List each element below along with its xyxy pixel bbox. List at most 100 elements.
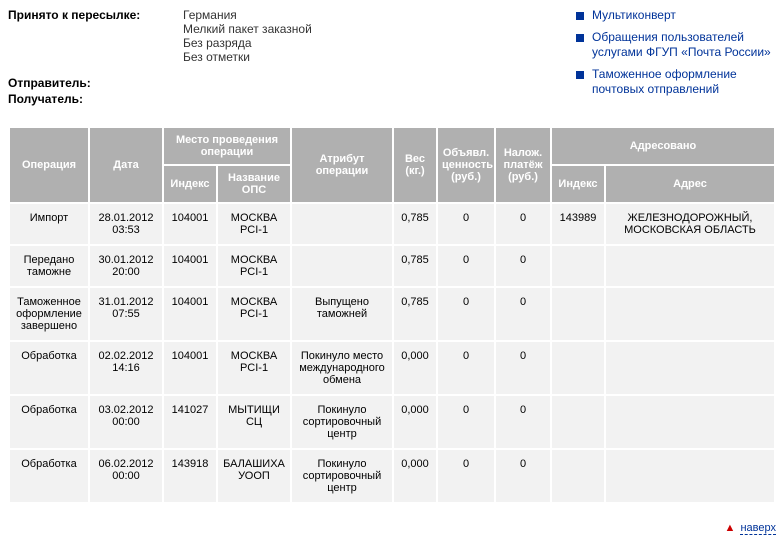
th-operation: Операция [10, 128, 88, 202]
side-link-item: Обращения пользователей услугами ФГУП «П… [576, 30, 776, 61]
side-link-item: Мультиконверт [576, 8, 776, 24]
table-header: Операция Дата Место проведения операции … [10, 128, 774, 202]
cell-cod: 0 [496, 204, 550, 244]
cell-addr: ЖЕЛЕЗНОДОРОЖНЫЙ, МОСКОВСКАЯ ОБЛАСТЬ [606, 204, 774, 244]
bullet-icon [576, 12, 584, 20]
cell-op: Обработка [10, 396, 88, 448]
accepted-value: Мелкий пакет заказной [183, 22, 312, 36]
th-index: Индекс [164, 166, 216, 202]
cell-cod: 0 [496, 396, 550, 448]
cell-weight: 0,000 [394, 450, 436, 502]
cell-ops: МОСКВА PCI-1 [218, 204, 290, 244]
cell-op: Обработка [10, 450, 88, 502]
cell-aidx [552, 396, 604, 448]
cell-idx: 141027 [164, 396, 216, 448]
cell-declared: 0 [438, 204, 494, 244]
side-link[interactable]: Мультиконверт [592, 8, 676, 24]
cell-idx: 104001 [164, 288, 216, 340]
cell-weight: 0,785 [394, 288, 436, 340]
cell-attr [292, 246, 392, 286]
table-row: Обработка03.02.2012 00:00141027МЫТИЩИ СЦ… [10, 396, 774, 448]
cell-op: Обработка [10, 342, 88, 394]
th-declared: Объявл. ценность (руб.) [438, 128, 494, 202]
shipment-info: Принято к пересылке: Германия Мелкий пак… [8, 8, 576, 120]
cell-declared: 0 [438, 288, 494, 340]
cell-idx: 104001 [164, 204, 216, 244]
cell-ops: МОСКВА PCI-1 [218, 246, 290, 286]
cell-idx: 143918 [164, 450, 216, 502]
cell-attr: Покинуло место международного обмена [292, 342, 392, 394]
cell-date: 28.01.2012 03:53 [90, 204, 162, 244]
accepted-value: Германия [183, 8, 312, 22]
up-arrow-icon: ▲ [725, 522, 736, 534]
cell-aidx [552, 342, 604, 394]
cell-aidx [552, 246, 604, 286]
th-addr-index: Индекс [552, 166, 604, 202]
sender-label: Отправитель: [8, 76, 576, 90]
side-link[interactable]: Таможенное оформление почтовых отправлен… [592, 67, 776, 98]
cell-attr: Покинуло сортировочный центр [292, 396, 392, 448]
side-link-item: Таможенное оформление почтовых отправлен… [576, 67, 776, 98]
table-row: Передано таможне30.01.2012 20:00104001МО… [10, 246, 774, 286]
cell-date: 02.02.2012 14:16 [90, 342, 162, 394]
th-attribute: Атрибут операции [292, 128, 392, 202]
cell-declared: 0 [438, 342, 494, 394]
table-row: Обработка06.02.2012 00:00143918БАЛАШИХА … [10, 450, 774, 502]
cell-op: Таможенное оформление завершено [10, 288, 88, 340]
bullet-icon [576, 71, 584, 79]
cell-attr: Выпущено таможней [292, 288, 392, 340]
cell-date: 30.01.2012 20:00 [90, 246, 162, 286]
cell-declared: 0 [438, 450, 494, 502]
cell-aidx: 143989 [552, 204, 604, 244]
cell-op: Передано таможне [10, 246, 88, 286]
th-date: Дата [90, 128, 162, 202]
side-links: Мультиконверт Обращения пользователей ус… [576, 8, 776, 104]
cell-weight: 0,785 [394, 246, 436, 286]
top-info-row: Принято к пересылке: Германия Мелкий пак… [8, 8, 776, 120]
cell-cod: 0 [496, 450, 550, 502]
cell-cod: 0 [496, 288, 550, 340]
cell-cod: 0 [496, 342, 550, 394]
recipient-label: Получатель: [8, 92, 576, 106]
tracking-table: Операция Дата Место проведения операции … [8, 126, 776, 504]
table-row: Таможенное оформление завершено31.01.201… [10, 288, 774, 340]
th-ops-name: Название ОПС [218, 166, 290, 202]
th-addressed-group: Адресовано [552, 128, 774, 164]
cell-ops: МОСКВА PCI-1 [218, 288, 290, 340]
side-link[interactable]: Обращения пользователей услугами ФГУП «П… [592, 30, 776, 61]
th-location-group: Место проведения операции [164, 128, 290, 164]
back-to-top-link[interactable]: наверх [740, 522, 776, 535]
cell-idx: 104001 [164, 246, 216, 286]
cell-addr [606, 342, 774, 394]
cell-attr: Покинуло сортировочный центр [292, 450, 392, 502]
th-weight: Вес (кг.) [394, 128, 436, 202]
footer: ▲ наверх [8, 522, 776, 534]
cell-idx: 104001 [164, 342, 216, 394]
cell-date: 31.01.2012 07:55 [90, 288, 162, 340]
cell-ops: МОСКВА PCI-1 [218, 342, 290, 394]
table-row: Обработка02.02.2012 14:16104001МОСКВА PC… [10, 342, 774, 394]
cell-weight: 0,000 [394, 342, 436, 394]
cell-attr [292, 204, 392, 244]
cell-addr [606, 246, 774, 286]
cell-ops: МЫТИЩИ СЦ [218, 396, 290, 448]
cell-aidx [552, 288, 604, 340]
accepted-value: Без разряда [183, 36, 312, 50]
cell-weight: 0,000 [394, 396, 436, 448]
cell-date: 06.02.2012 00:00 [90, 450, 162, 502]
cell-declared: 0 [438, 246, 494, 286]
th-addr: Адрес [606, 166, 774, 202]
cell-addr [606, 396, 774, 448]
accepted-label: Принято к пересылке: [8, 8, 183, 64]
th-cod: Налож. платёж (руб.) [496, 128, 550, 202]
bullet-icon [576, 34, 584, 42]
cell-ops: БАЛАШИХА УООП [218, 450, 290, 502]
table-body: Импорт28.01.2012 03:53104001МОСКВА PCI-1… [10, 204, 774, 502]
cell-cod: 0 [496, 246, 550, 286]
cell-addr [606, 288, 774, 340]
cell-aidx [552, 450, 604, 502]
accepted-value: Без отметки [183, 50, 312, 64]
cell-op: Импорт [10, 204, 88, 244]
table-row: Импорт28.01.2012 03:53104001МОСКВА PCI-1… [10, 204, 774, 244]
cell-date: 03.02.2012 00:00 [90, 396, 162, 448]
